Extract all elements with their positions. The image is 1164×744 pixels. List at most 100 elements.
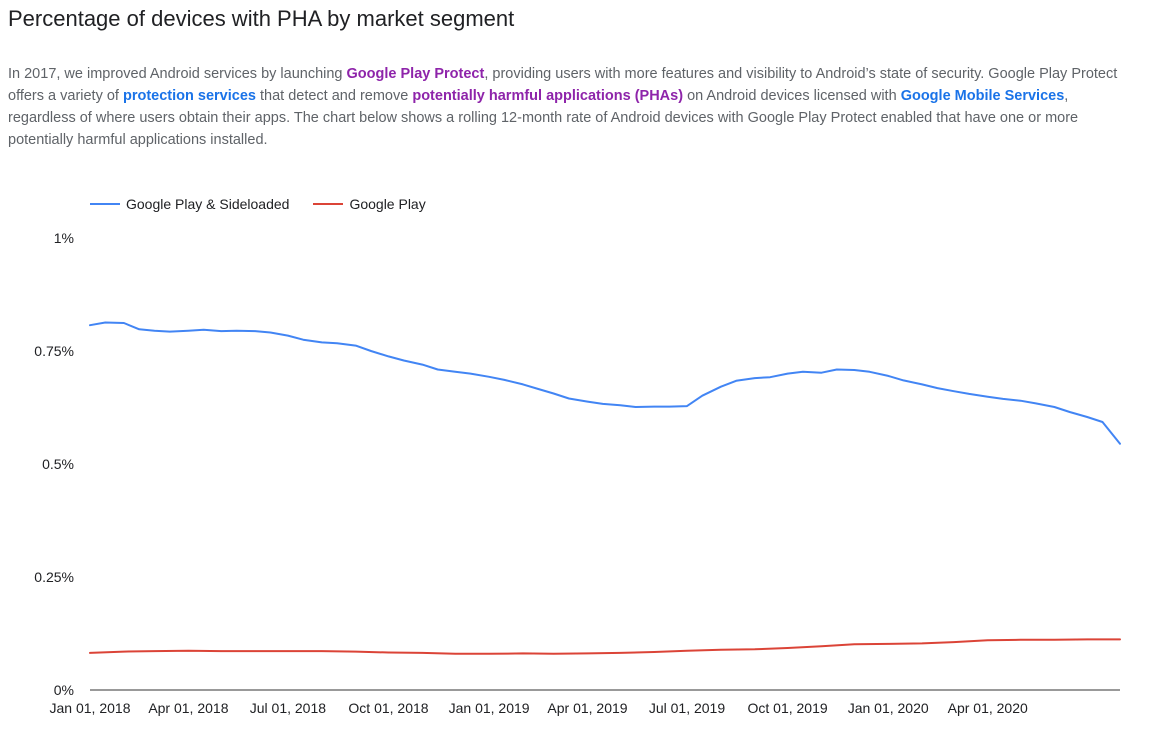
data-point-play-sideloaded [568, 397, 570, 400]
data-point-play-sideloaded [235, 330, 238, 332]
x-tick-label: Jan 01, 2020 [848, 700, 929, 716]
data-point-play-sideloaded [987, 396, 989, 398]
data-point-google-play [1086, 638, 1088, 640]
data-point-play-sideloaded [686, 405, 688, 407]
data-point-play-sideloaded [220, 330, 222, 332]
data-point-play-sideloaded [1002, 398, 1004, 400]
legend-swatch-red [313, 203, 344, 205]
chart-legend: Google Play & Sideloaded Google Play [90, 196, 426, 212]
data-point-play-sideloaded [1019, 400, 1022, 402]
x-tick-label: Apr 01, 2019 [547, 700, 627, 716]
intro-text-1: In 2017, we improved Android services by… [8, 66, 347, 82]
data-point-google-play [355, 651, 357, 653]
data-point-google-play [686, 650, 688, 652]
data-point-google-play [153, 650, 156, 652]
data-point-google-play [220, 650, 222, 652]
data-point-play-sideloaded [653, 406, 655, 408]
data-point-google-play [187, 650, 189, 652]
data-point-play-sideloaded [336, 342, 338, 344]
data-point-google-play [522, 652, 524, 654]
data-point-play-sideloaded [187, 330, 189, 332]
data-point-play-sideloaded [153, 330, 156, 332]
data-point-play-sideloaded [454, 371, 456, 373]
google-mobile-services-link[interactable]: Google Mobile Services [900, 88, 1065, 104]
data-point-google-play [586, 652, 589, 654]
y-tick-label: 0.25% [34, 569, 74, 585]
data-point-google-play [653, 651, 655, 653]
intro-paragraph: In 2017, we improved Android services by… [8, 63, 1118, 151]
data-point-google-play [1053, 639, 1055, 641]
data-point-play-sideloaded [321, 341, 323, 343]
data-point-google-play [488, 653, 490, 655]
intro-text-3: that detect and remove [255, 88, 413, 104]
intro-text-5: , regardless of where users obtain their… [8, 88, 1079, 148]
protection-services-link[interactable]: protection services [122, 88, 256, 104]
data-point-play-sideloaded [1101, 421, 1104, 423]
x-tick-label: Jan 01, 2018 [50, 700, 131, 716]
data-point-play-sideloaded [953, 390, 955, 392]
data-point-play-sideloaded [437, 368, 439, 371]
data-point-google-play [887, 643, 889, 645]
data-point-play-sideloaded [254, 330, 256, 332]
data-point-play-sideloaded [287, 335, 289, 337]
data-point-play-sideloaded [269, 331, 271, 334]
data-point-play-sideloaded [820, 372, 823, 374]
series-line-google-play [89, 638, 1121, 655]
data-point-google-play [454, 653, 456, 655]
data-point-play-sideloaded [89, 324, 91, 326]
data-point-google-play [553, 653, 555, 655]
data-point-google-play [853, 643, 855, 645]
legend-label-google-play: Google Play [349, 196, 426, 212]
data-point-play-sideloaded [836, 368, 838, 371]
data-point-google-play [787, 647, 789, 649]
x-tick-label: Apr 01, 2018 [148, 700, 228, 716]
y-tick-label: 1% [54, 230, 74, 246]
data-point-play-sideloaded [701, 395, 703, 397]
data-point-play-sideloaded [553, 392, 555, 395]
data-point-play-sideloaded [387, 355, 390, 357]
data-point-play-sideloaded [668, 406, 671, 408]
data-point-play-sideloaded [138, 328, 140, 330]
data-point-play-sideloaded [421, 364, 423, 366]
data-point-play-sideloaded [769, 376, 771, 378]
data-point-google-play [387, 651, 390, 654]
data-point-play-sideloaded [602, 403, 604, 405]
data-point-google-play [321, 650, 323, 652]
y-tick-label: 0.75% [34, 343, 74, 359]
intro-text-4: on Android devices licensed with [683, 88, 901, 104]
data-point-google-play [987, 639, 989, 641]
data-point-play-sideloaded [503, 379, 505, 381]
data-point-play-sideloaded [104, 321, 106, 324]
intro-text-2: , providing users with more features and… [8, 66, 1118, 104]
data-point-play-sideloaded [370, 350, 372, 352]
data-point-play-sideloaded [403, 359, 405, 362]
data-point-google-play [754, 648, 756, 650]
x-tick-label: Jul 01, 2019 [649, 700, 725, 716]
data-point-google-play [1019, 639, 1022, 641]
data-point-play-sideloaded [968, 393, 970, 395]
data-point-play-sideloaded [522, 383, 524, 385]
series-line-play-sideloaded [89, 321, 1121, 445]
data-point-play-sideloaded [921, 383, 923, 385]
legend-item-google-play[interactable]: Google Play [313, 196, 426, 212]
data-point-play-sideloaded [537, 388, 539, 390]
data-point-google-play [421, 652, 423, 654]
y-tick-label: 0% [54, 682, 74, 698]
data-point-play-sideloaded [1069, 411, 1071, 413]
data-point-google-play [619, 652, 621, 654]
data-point-play-sideloaded [586, 401, 589, 403]
legend-label-play-sideloaded: Google Play & Sideloaded [126, 196, 290, 212]
data-point-play-sideloaded [936, 387, 939, 389]
data-point-play-sideloaded [902, 379, 905, 381]
x-tick-label: Oct 01, 2019 [748, 700, 828, 716]
data-point-play-sideloaded [1053, 406, 1055, 408]
x-tick-label: Jan 01, 2019 [449, 700, 530, 716]
legend-item-play-sideloaded[interactable]: Google Play & Sideloaded [90, 196, 289, 212]
x-tick-label: Apr 01, 2020 [948, 700, 1028, 716]
line-chart: 0% 0.25% 0.5% 0.75% 1% Jan 01, 2018 Apr 01, 20… [34, 230, 1121, 716]
pha-link[interactable]: potentially harmful applications (PHAs) [412, 88, 684, 104]
data-point-play-sideloaded [1119, 443, 1121, 445]
data-point-play-sideloaded [1035, 402, 1037, 404]
google-play-protect-link[interactable]: Google Play Protect [346, 66, 485, 82]
legend-swatch-blue [90, 203, 120, 205]
